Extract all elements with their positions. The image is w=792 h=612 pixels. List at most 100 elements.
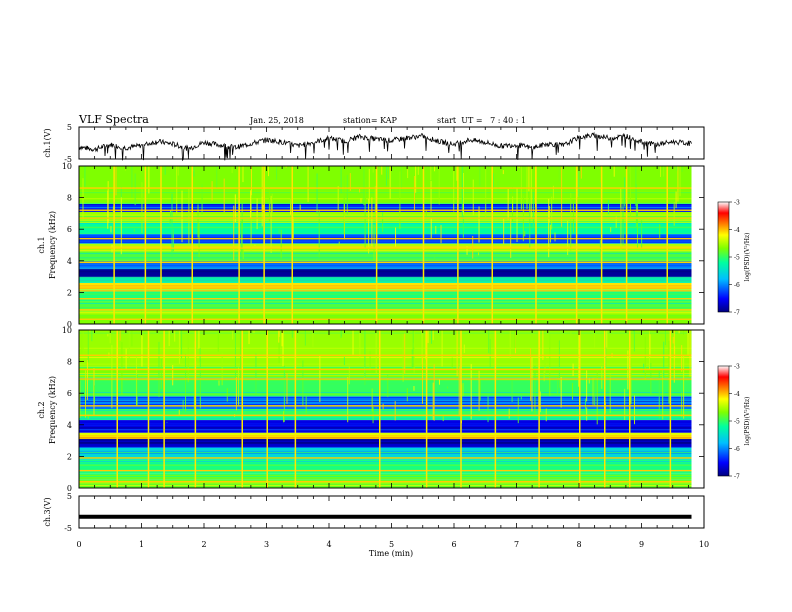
ch1-spec-streak	[473, 166, 475, 172]
ch1-spec-streak	[343, 176, 345, 235]
ch1-spec-ytick-label: 4	[67, 257, 72, 266]
ch2-spec-streak	[458, 366, 460, 417]
ch1-spec-burst	[144, 166, 147, 324]
ch2-colorbar-tick-label: -4	[734, 391, 740, 398]
ch1-spec-streak	[635, 184, 637, 228]
ch1-spec-texture	[79, 208, 692, 210]
ch1-spec-streak	[472, 179, 474, 216]
ch1-spec-streak	[549, 224, 551, 243]
ch1-spec-streak	[172, 229, 174, 252]
ch1-spec-burst	[575, 166, 578, 324]
ch1-spec-streak	[372, 166, 374, 173]
ch1-spec-streak	[459, 166, 461, 196]
ch2-spec-streak	[234, 330, 236, 380]
ch2-spec-texture	[79, 450, 692, 452]
ch2-spec-streak	[304, 330, 306, 346]
ch1-spec-streak	[115, 166, 117, 196]
ch2-spec-texture	[79, 367, 692, 368]
ch2-spec-texture	[79, 452, 692, 454]
ch2-spec-streak	[662, 370, 664, 420]
ch1-spec-streak	[267, 166, 269, 177]
ch2-spec-streak	[369, 350, 371, 372]
ch2-spec-streak	[278, 330, 280, 343]
ch2-spec-streak	[630, 359, 632, 405]
ch1-spec-streak	[479, 166, 481, 186]
ch1-spec-streak	[635, 166, 637, 206]
ch2-spec-streak	[578, 330, 580, 387]
ch1-colorbar-label: log(PSD)(V²/Hz)	[744, 233, 751, 282]
ch2-spec-streak	[601, 365, 603, 389]
ch1-spec-streak	[529, 203, 531, 249]
ch1-spec-streak	[502, 170, 504, 175]
ch2-spec-streak	[371, 388, 373, 412]
ch2-spec-streak	[663, 341, 665, 395]
ch2-spec-texture	[79, 461, 692, 463]
ch1-spec-texture	[79, 275, 692, 277]
ch2-spec-streak	[107, 333, 109, 337]
ch2-spec-streak	[517, 397, 519, 424]
ch1-spec-texture	[79, 259, 692, 261]
ch1-spec-tone-line	[79, 217, 692, 219]
ch1-spec-streak	[223, 178, 225, 212]
ch1-spec-texture	[79, 227, 692, 229]
ch1-spec-texture	[79, 206, 692, 208]
ch1-spec-streak	[197, 204, 199, 238]
date-label: Jan. 25, 2018	[249, 116, 304, 125]
ch1-spec-burst	[113, 166, 115, 324]
ch1-spec-texture	[79, 280, 692, 282]
ch2-spec-streak	[238, 367, 240, 405]
ch2-colorbar-label: log(PSD)(V²/Hz)	[744, 397, 751, 446]
ch2-spec-texture	[79, 397, 692, 399]
ch2-spec-streak	[509, 330, 511, 359]
ch2-spec-streak	[596, 368, 598, 425]
ch1-spec-streak	[610, 227, 612, 233]
ch2-spec-streak	[199, 359, 201, 409]
ch1-spec-streak	[337, 186, 339, 210]
ch1-spec-streak	[434, 166, 436, 172]
ch1-spec-texture	[79, 191, 692, 193]
ch2-spec-streak	[560, 377, 562, 408]
ch1-spec-band	[79, 203, 692, 212]
ch1-spec-streak	[551, 196, 553, 230]
ch1-spec-burst	[535, 166, 537, 324]
ch1-spec-texture	[79, 271, 692, 273]
ch2-spec-streak	[166, 422, 168, 423]
ch1-spec-band	[79, 276, 692, 283]
ch1-spec-texture	[79, 279, 692, 281]
ch1-spec-streak	[516, 187, 518, 242]
ch1-spec-texture	[79, 245, 692, 247]
ch2-spec-streak	[514, 330, 516, 348]
ch2-spec-streak	[84, 370, 86, 418]
ch1-spec-streak	[503, 218, 505, 244]
ch2-spec-texture	[79, 373, 692, 375]
ch1-spec-streak	[242, 166, 244, 183]
ch2-spec-texture	[79, 441, 692, 443]
ch1-ylabel-frequency: Frequency (kHz)	[48, 211, 57, 279]
ch2-spec-streak	[375, 331, 377, 374]
ch2-spec-streak	[81, 330, 83, 356]
ch1-spec-burst	[457, 166, 459, 324]
ch1-spec-streak	[620, 187, 622, 208]
ch2-spec-streak	[479, 378, 481, 401]
ch2-spec-streak	[663, 395, 665, 397]
ch1-spec-texture	[79, 220, 692, 222]
time-tick-label: 1	[139, 540, 144, 549]
ch1-spec-streak	[456, 166, 458, 181]
ch1-colorbar-tick-label: -5	[734, 255, 740, 262]
ch2-spec-streak	[108, 352, 110, 357]
ch2-spec-texture	[79, 423, 692, 425]
ch2-ylabel-frequency: Frequency (kHz)	[48, 376, 57, 444]
ch1-spec-texture	[79, 226, 692, 228]
time-axis: 0 1 2 3 4 5 6 7 8 9 10	[76, 540, 709, 549]
ch2-spec-streak	[508, 408, 510, 419]
ch2-spec-streak	[413, 330, 415, 373]
ch1-spec-texture	[79, 216, 692, 218]
figure-title: VLF Spectra	[78, 113, 149, 126]
ch1-spec-tone-line	[79, 209, 692, 211]
ch1-spec-streak	[399, 171, 401, 230]
ch1-spec-texture	[79, 251, 692, 253]
ch1-wave-ytick-label: 5	[67, 123, 72, 132]
ch1-spec-texture	[79, 264, 692, 266]
ch3-wave-ytick-label: 5	[67, 492, 72, 501]
ch1-spec-burst	[666, 166, 668, 324]
